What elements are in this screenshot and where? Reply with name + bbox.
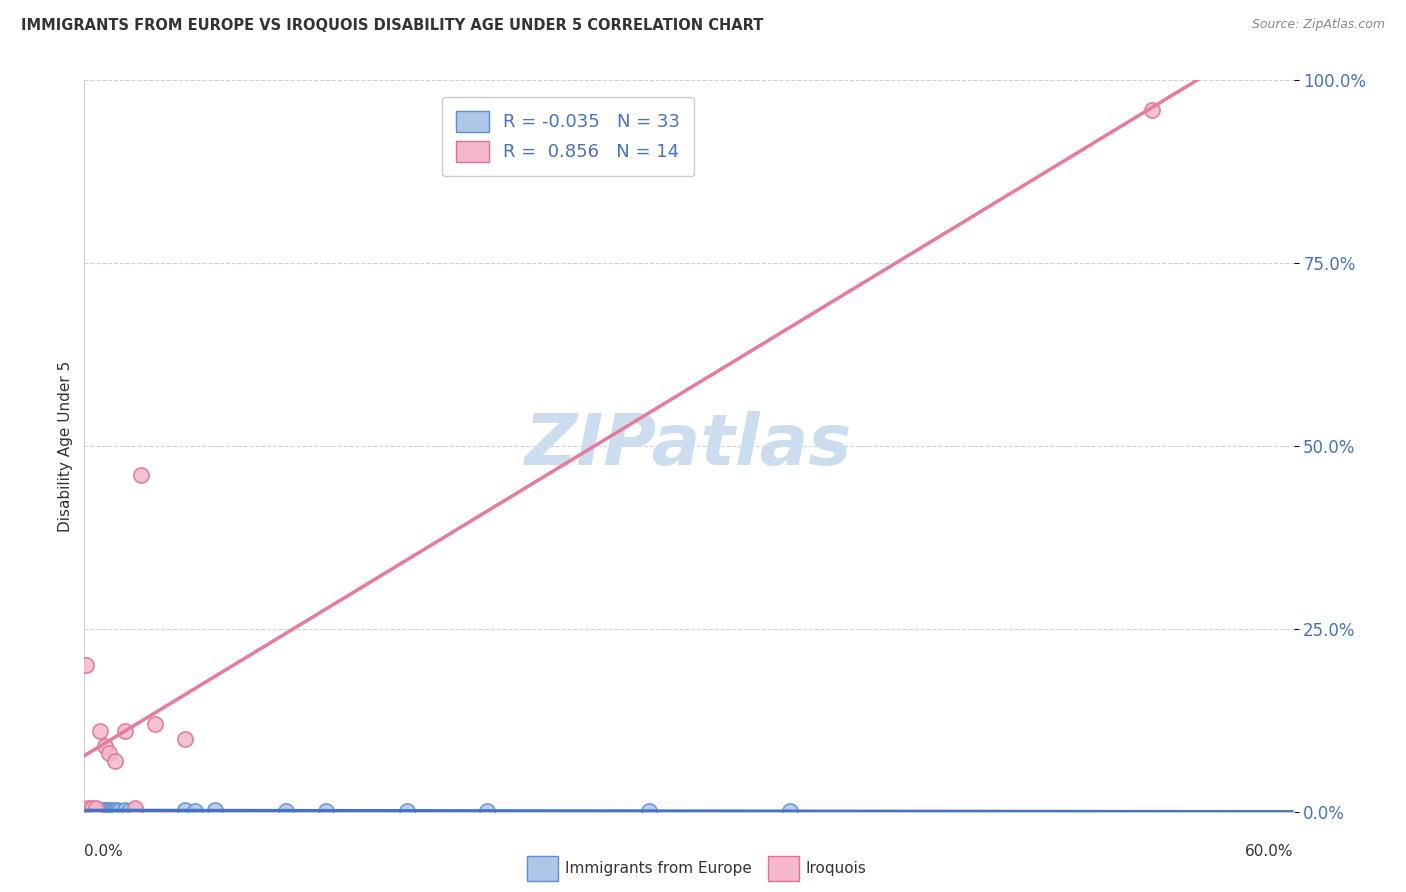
Point: [124, 801, 146, 815]
Point: [143, 717, 166, 731]
Point: [93, 803, 115, 817]
Point: [104, 804, 127, 818]
Point: [97, 746, 120, 760]
Point: [91, 804, 114, 818]
Y-axis label: Disability Age Under 5: Disability Age Under 5: [58, 360, 73, 532]
Point: [79, 803, 101, 817]
Point: [477, 804, 499, 818]
Text: IMMIGRANTS FROM EUROPE VS IROQUOIS DISABILITY AGE UNDER 5 CORRELATION CHART: IMMIGRANTS FROM EUROPE VS IROQUOIS DISAB…: [21, 18, 763, 33]
Point: [87, 804, 110, 818]
Point: [86, 803, 108, 817]
Point: [89, 803, 111, 817]
Point: [118, 804, 141, 818]
Point: [89, 724, 111, 739]
Point: [395, 804, 418, 818]
Point: [83, 804, 105, 818]
Point: [75, 803, 97, 817]
Point: [82, 801, 104, 815]
Point: [124, 803, 146, 817]
Point: [315, 804, 337, 818]
Point: [100, 804, 122, 818]
Point: [77, 801, 100, 815]
Point: [1142, 103, 1164, 117]
Point: [79, 804, 101, 818]
Text: Iroquois: Iroquois: [806, 862, 866, 876]
Point: [174, 803, 197, 817]
Text: Source: ZipAtlas.com: Source: ZipAtlas.com: [1251, 18, 1385, 31]
Point: [101, 803, 124, 817]
Point: [129, 468, 152, 483]
Point: [274, 804, 297, 818]
Point: [107, 804, 129, 818]
Point: [77, 803, 100, 817]
Point: [93, 739, 115, 753]
Point: [779, 804, 801, 818]
Point: [82, 803, 104, 817]
Point: [87, 803, 110, 817]
Point: [77, 803, 100, 817]
Point: [184, 804, 207, 818]
Text: ZIPatlas: ZIPatlas: [526, 411, 852, 481]
Point: [105, 803, 128, 817]
Point: [174, 731, 197, 746]
Point: [86, 801, 108, 815]
Point: [75, 658, 97, 673]
Point: [97, 803, 120, 817]
Point: [93, 803, 115, 817]
Point: [96, 804, 118, 818]
Point: [204, 803, 226, 817]
Point: [637, 804, 659, 818]
Text: 60.0%: 60.0%: [1246, 844, 1294, 859]
Point: [104, 754, 127, 768]
Point: [114, 724, 136, 739]
Point: [114, 803, 136, 817]
Text: Immigrants from Europe: Immigrants from Europe: [565, 862, 752, 876]
Legend: R = -0.035   N = 33, R =  0.856   N = 14: R = -0.035 N = 33, R = 0.856 N = 14: [441, 96, 695, 177]
Text: 0.0%: 0.0%: [84, 844, 124, 859]
